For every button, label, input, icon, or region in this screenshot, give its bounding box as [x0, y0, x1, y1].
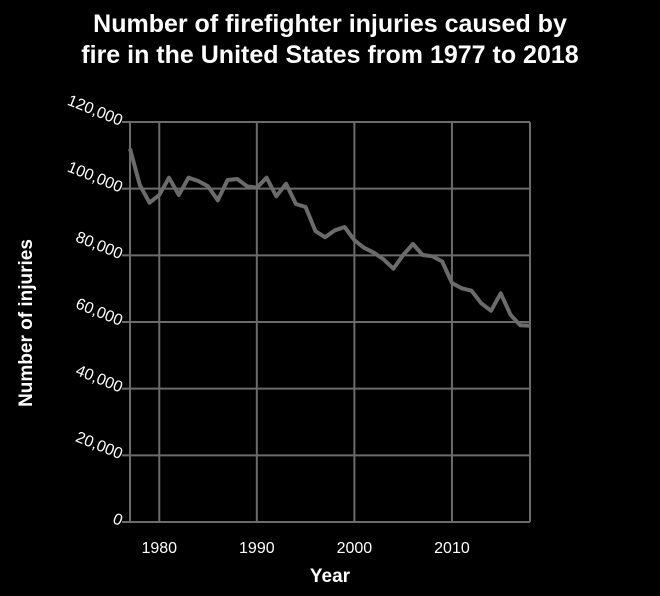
x-axis-label: Year: [310, 566, 351, 587]
data-point: [421, 253, 425, 257]
data-point: [528, 324, 532, 328]
data-point: [362, 246, 366, 250]
data-point: [216, 198, 220, 202]
data-point: [430, 254, 434, 258]
data-point: [274, 194, 278, 198]
data-point: [382, 258, 386, 262]
data-point: [343, 225, 347, 229]
data-point: [265, 176, 269, 180]
data-point: [206, 184, 210, 188]
data-point: [401, 253, 405, 257]
data-point: [235, 177, 239, 181]
data-point: [518, 323, 522, 327]
data-point: [372, 251, 376, 255]
data-point: [148, 201, 152, 205]
injuries-series-line: [128, 148, 531, 328]
x-tick-label: 2010: [434, 540, 470, 557]
data-point: [489, 309, 493, 313]
y-tick-label: 80,000: [73, 229, 125, 263]
data-point: [255, 186, 259, 190]
data-point: [333, 228, 337, 232]
data-point: [304, 205, 308, 209]
data-point: [352, 238, 356, 242]
y-tick-label: 40,000: [73, 362, 125, 396]
y-axis-label: Number of injuries: [16, 239, 37, 407]
data-point: [460, 286, 464, 290]
x-tick-label: 1980: [141, 540, 177, 557]
data-point: [138, 183, 142, 187]
data-point: [313, 229, 317, 233]
data-point: [294, 202, 298, 206]
data-point: [284, 182, 288, 186]
data-point: [479, 301, 483, 305]
data-point: [245, 184, 249, 188]
data-point: [450, 281, 454, 285]
data-point: [157, 193, 161, 197]
tick-labels: 1980 1990 2000 2010 0 20,000 40,000 60,000 80,00…: [65, 92, 470, 557]
x-tick-label: 1990: [239, 540, 275, 557]
y-tick-label: 100,000: [65, 159, 125, 196]
data-point: [469, 289, 473, 293]
data-point: [167, 176, 171, 180]
x-tick-label: 2000: [337, 540, 373, 557]
chart-title-line-1: Number of firefighter injuries caused by: [93, 10, 567, 38]
data-point: [508, 313, 512, 317]
y-tick-label: 120,000: [65, 92, 125, 129]
data-point: [177, 193, 181, 197]
chart-title-line-2: fire in the United States from 1977 to 2…: [81, 41, 578, 69]
data-point: [187, 176, 191, 180]
y-tick-label: 0: [110, 511, 125, 530]
grid: [122, 121, 531, 523]
data-point: [391, 267, 395, 271]
series: [128, 147, 532, 328]
data-point: [323, 235, 327, 239]
data-point: [440, 260, 444, 264]
data-point: [226, 178, 230, 182]
data-point: [499, 291, 503, 295]
y-tick-label: 60,000: [73, 296, 125, 330]
y-tick-label: 20,000: [73, 429, 125, 463]
data-point: [411, 242, 415, 246]
data-point: [196, 179, 200, 183]
data-point: [128, 147, 132, 151]
